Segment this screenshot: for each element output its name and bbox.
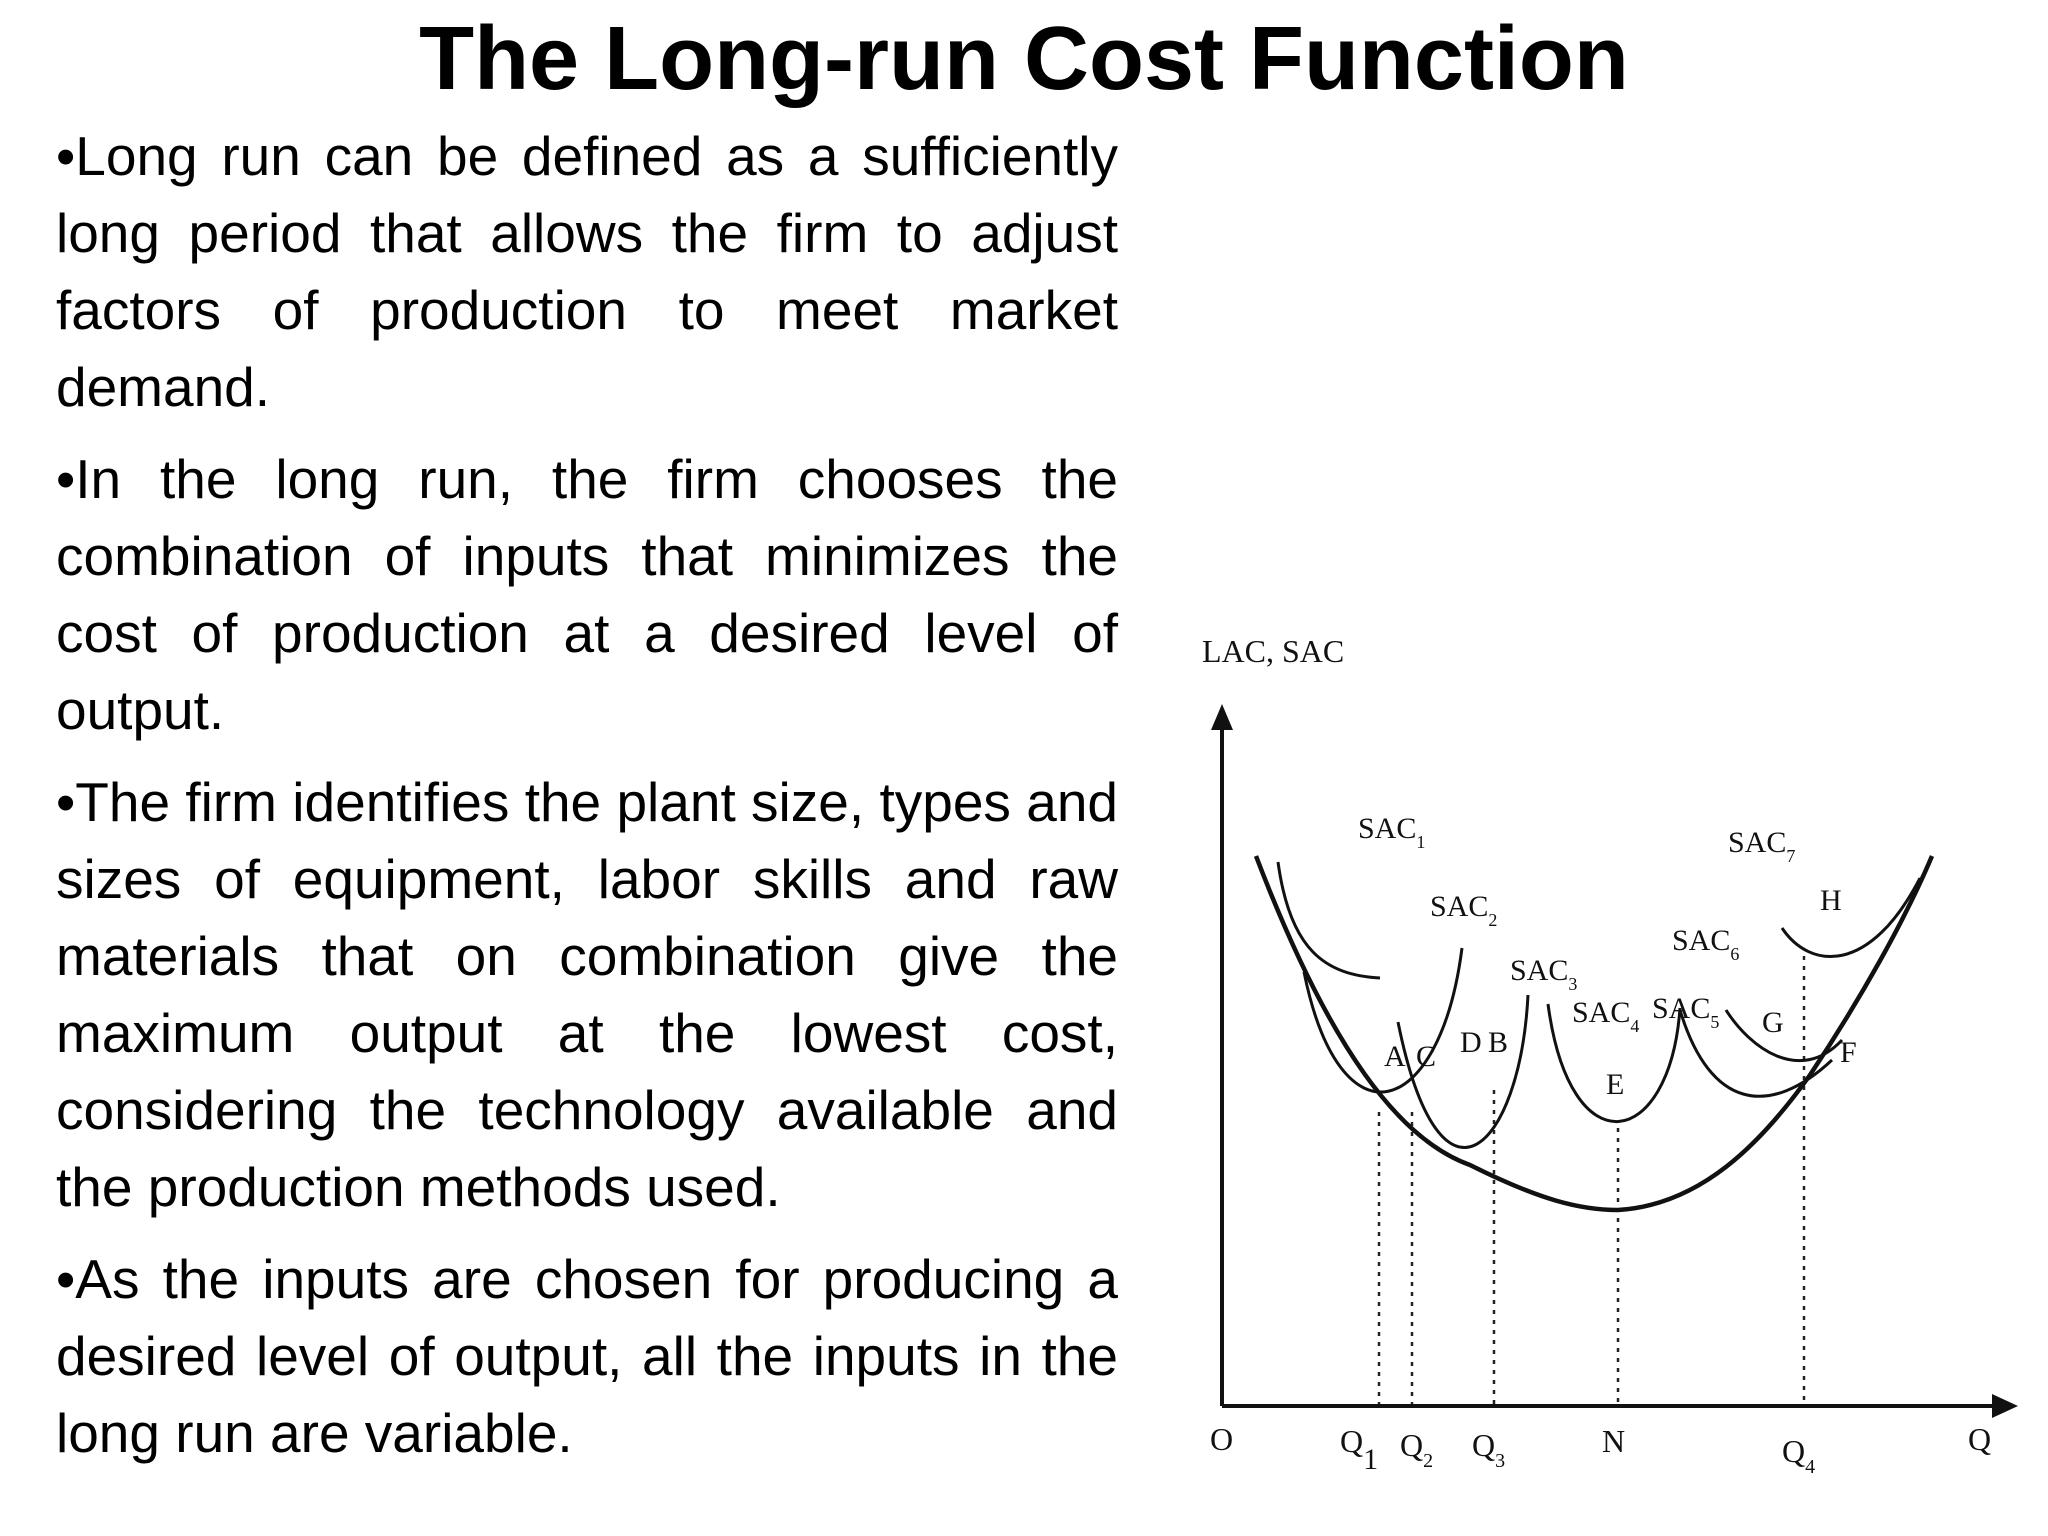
sac5-curve xyxy=(1678,1009,1834,1098)
tick-n: N xyxy=(1602,1423,1625,1459)
tick-n-base: N xyxy=(1602,1423,1625,1459)
label-sac7-sub: 7 xyxy=(1786,846,1795,866)
bullet-item-plant-size: •The firm identifies the plant size, typ… xyxy=(56,764,1118,1226)
point-h-label: H xyxy=(1820,884,1842,917)
bullet-item-long-run-definition: •Long run can be defined as a sufficient… xyxy=(56,118,1118,426)
label-sac5-sub: 5 xyxy=(1710,1012,1719,1032)
label-sac2: SAC2 xyxy=(1430,890,1497,930)
point-c-label: C xyxy=(1416,1040,1436,1073)
tick-q4-base: Q xyxy=(1782,1433,1805,1469)
point-g-label: G xyxy=(1762,1006,1784,1039)
bullet-text: As the inputs are chosen for producing a… xyxy=(56,1248,1118,1464)
bullet-marker: • xyxy=(56,771,76,833)
bullet-text: In the long run, the firm chooses the co… xyxy=(56,448,1118,741)
sac4-curve xyxy=(1546,1003,1682,1124)
x-axis-arrowhead xyxy=(1992,1394,2018,1418)
label-sac3-base: SAC xyxy=(1510,954,1568,987)
point-d-label: D xyxy=(1460,1026,1482,1059)
label-sac2-sub: 2 xyxy=(1488,910,1497,930)
tick-q3-base: Q xyxy=(1472,1427,1495,1463)
point-b-label: B xyxy=(1488,1026,1508,1059)
bullet-marker: • xyxy=(56,125,76,187)
label-sac5-base: SAC xyxy=(1652,992,1710,1025)
tick-q4: Q4 xyxy=(1782,1433,1815,1478)
label-sac4-base: SAC xyxy=(1572,996,1630,1029)
cost-curve-diagram: LAC, SAC O Q Q1 Q2 Q3 N Q4 SAC1 SAC2 SAC… xyxy=(1180,600,2040,1500)
bullet-text: The firm identifies the plant size, type… xyxy=(56,771,1118,1218)
cost-curve-svg: LAC, SAC O Q Q1 Q2 Q3 N Q4 SAC1 SAC2 SAC… xyxy=(1202,633,2018,1478)
label-sac4-sub: 4 xyxy=(1630,1016,1639,1036)
tick-q3-sub: 3 xyxy=(1495,1450,1505,1472)
label-sac7-base: SAC xyxy=(1728,826,1786,859)
tick-q4-sub: 4 xyxy=(1805,1456,1815,1478)
label-sac1-sub: 1 xyxy=(1416,832,1425,852)
label-sac2-base: SAC xyxy=(1430,890,1488,923)
point-e-label: E xyxy=(1606,1068,1624,1101)
label-sac6-sub: 6 xyxy=(1730,944,1739,964)
tick-q1-sub: 1 xyxy=(1363,1443,1378,1476)
tick-q3: Q3 xyxy=(1472,1427,1505,1472)
y-axis-arrowhead xyxy=(1211,704,1233,730)
point-a-label: A xyxy=(1384,1040,1406,1073)
tick-q1: Q1 xyxy=(1340,1423,1378,1476)
tick-q1-base: Q xyxy=(1340,1423,1363,1459)
y-axis-label: LAC, SAC xyxy=(1202,633,1344,669)
bullet-marker: • xyxy=(56,448,76,510)
sac2-curve xyxy=(1302,947,1464,1094)
bullet-list: •Long run can be defined as a sufficient… xyxy=(56,118,1118,1487)
label-sac6: SAC6 xyxy=(1672,924,1739,964)
label-sac3-sub: 3 xyxy=(1568,974,1577,994)
tick-q2-base: Q xyxy=(1400,1427,1423,1463)
bullet-text: Long run can be defined as a sufficientl… xyxy=(56,125,1118,418)
x-axis-label: Q xyxy=(1968,1421,1991,1457)
label-sac4: SAC4 xyxy=(1572,996,1639,1036)
label-sac6-base: SAC xyxy=(1672,924,1730,957)
label-sac3: SAC3 xyxy=(1510,954,1577,994)
label-sac1: SAC1 xyxy=(1358,812,1425,852)
label-sac7: SAC7 xyxy=(1728,826,1795,866)
sac1-curve xyxy=(1276,861,1381,980)
sac6-curve xyxy=(1724,1009,1844,1063)
bullet-item-input-combination: •In the long run, the firm chooses the c… xyxy=(56,441,1118,749)
label-sac1-base: SAC xyxy=(1358,812,1416,845)
point-f-label: F xyxy=(1840,1036,1857,1069)
slide-title: The Long-run Cost Function xyxy=(419,9,1629,109)
bullet-marker: • xyxy=(56,1248,76,1310)
bullet-item-all-inputs-variable: •As the inputs are chosen for producing … xyxy=(56,1241,1118,1472)
tick-q2-sub: 2 xyxy=(1423,1450,1433,1472)
sac3-curve xyxy=(1396,994,1530,1149)
sac7-curve xyxy=(1780,877,1922,958)
label-sac5: SAC5 xyxy=(1652,992,1719,1032)
tick-q2: Q2 xyxy=(1400,1427,1433,1472)
origin-label: O xyxy=(1210,1421,1233,1457)
